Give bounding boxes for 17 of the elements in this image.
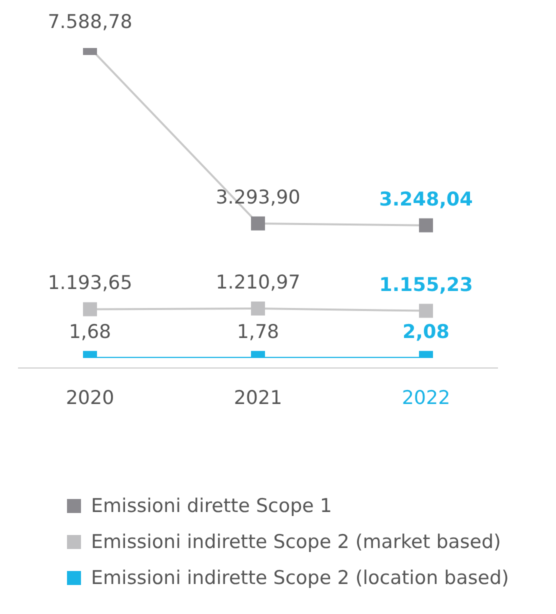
point (251, 216, 265, 230)
data-label: 1.193,65 (48, 272, 132, 294)
legend-label: Emissioni indirette Scope 2 (market based) (91, 530, 501, 555)
legend-label: Emissioni dirette Scope 1 (91, 494, 332, 519)
data-label: 3.248,04 (379, 188, 473, 210)
data-label: 3.293,90 (216, 186, 300, 208)
x-tick-label: 2020 (66, 387, 114, 409)
data-label: 7.588,78 (48, 11, 132, 33)
data-label: 1,68 (68, 320, 112, 343)
x-tick-label: 2022 (402, 387, 450, 409)
data-label: 1.210,97 (216, 272, 300, 294)
legend-label: Emissioni indirette Scope 2 (location based) (91, 566, 509, 591)
point (419, 218, 433, 232)
x-tick-label: 2021 (234, 387, 282, 409)
data-label: 2,08 (402, 320, 450, 343)
data-label: 1,78 (236, 320, 280, 343)
data-label: 1.155,23 (379, 274, 473, 296)
